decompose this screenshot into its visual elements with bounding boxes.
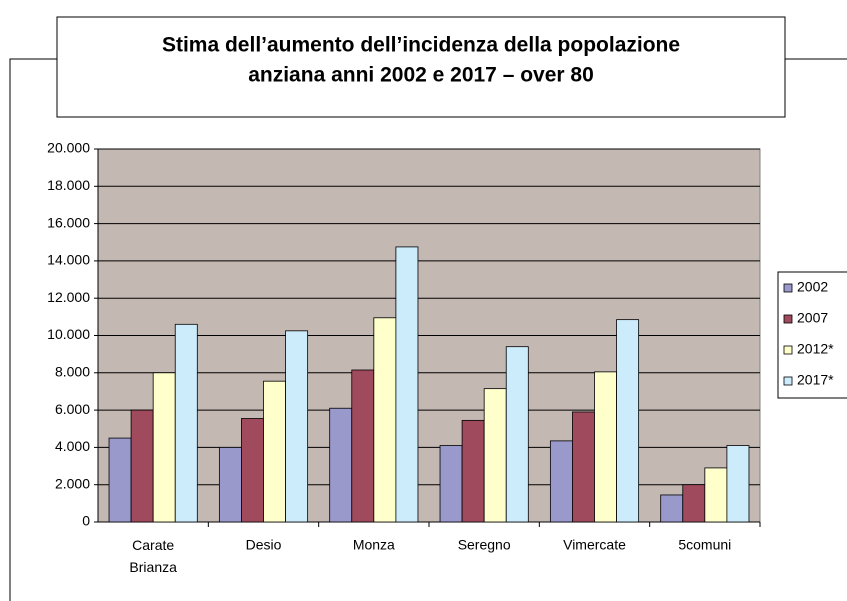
bar [130,409,154,523]
bar [704,467,728,523]
legend-swatch [783,376,793,386]
legend-swatch [783,314,793,324]
bar [505,346,529,523]
bar [726,445,750,523]
y-tick-label: 20.000 [47,140,90,156]
y-tick-label: 0 [82,513,90,529]
bar [660,494,684,523]
bar [483,388,507,523]
chart-title: anziana anni 2002 e 2017 – over 80 [248,64,594,87]
legend-label: 2017* [797,372,834,388]
legend-label: 2002 [797,279,828,295]
bar [241,418,264,523]
frame [9,58,847,601]
y-tick-label: 16.000 [47,214,90,230]
y-tick-label: 18.000 [47,177,90,193]
bar [395,246,419,523]
y-tick-label: 2.000 [55,475,90,491]
bar [152,372,176,523]
y-tick-label: 4.000 [55,438,90,454]
bar [439,445,463,523]
legend-swatch [783,345,793,355]
bar [549,440,573,523]
x-tick-label: Monza [353,537,395,553]
x-tick-label: 5comuni [678,537,731,553]
bar [285,330,309,523]
x-tick-label: Seregno [458,537,511,553]
legend-label: 2007 [797,310,828,326]
bar [329,407,353,523]
title-box [56,16,786,118]
bar [174,323,198,523]
x-tick-label: Vimercate [563,537,626,553]
bar [108,437,132,523]
y-tick-label: 12.000 [47,289,90,305]
x-tick-label: Desio [246,537,282,553]
bar [461,419,485,523]
x-tick-label: Carate Brianza [129,537,177,575]
bar [594,371,617,523]
legend-label: 2012* [797,341,834,357]
legend-swatch [783,283,793,293]
y-tick-label: 6.000 [55,401,90,417]
bar [572,411,595,523]
bar [218,446,242,523]
y-tick-label: 10.000 [47,326,90,342]
bar [373,317,397,523]
y-tick-label: 8.000 [55,364,90,380]
chart-title: Stima dell’aumento dell’incidenza della … [162,34,680,57]
bar [682,484,706,523]
bar [616,319,640,523]
bar [351,369,375,523]
y-tick-label: 14.000 [47,252,90,268]
bar [263,380,286,523]
